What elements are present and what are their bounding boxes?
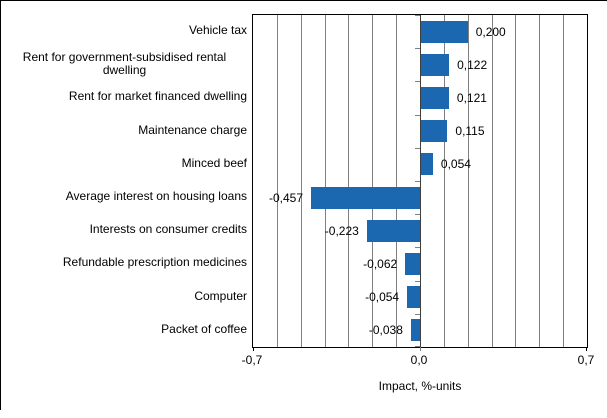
category-label-text: Rent for government-subsidised rental dw… — [22, 49, 227, 77]
bar-interests-on-consumer-credits — [366, 219, 420, 242]
bar-packet-of-coffee — [410, 319, 420, 342]
gridline — [372, 15, 373, 347]
x-tick-label: 0,7 — [577, 353, 595, 367]
bar-value-label: -0,062 — [363, 257, 398, 271]
category-label-text: Rent for market financed dwelling — [68, 89, 247, 104]
bar-value-label: 0,122 — [457, 57, 488, 72]
category-axis-tick — [415, 115, 420, 116]
zero-axis-line — [420, 15, 421, 347]
category-label: Minced beef — [2, 147, 247, 180]
bar-rent-for-market-financed-dwelling — [420, 87, 449, 109]
bar-computer — [407, 286, 420, 309]
category-label-text: Maintenance charge — [138, 122, 247, 137]
category-axis-tick — [415, 81, 420, 82]
image-border-top — [0, 0, 607, 1]
category-label: Interests on consumer credits — [2, 213, 247, 246]
gridline — [301, 15, 302, 347]
category-axis-tick — [415, 247, 420, 248]
x-axis-tick-mark — [253, 347, 254, 351]
category-label-text: Packet of coffee — [161, 321, 247, 336]
bar-value-label: -0,457 — [268, 190, 303, 205]
category-label: Packet of coffee — [2, 313, 247, 346]
plot-area: 0,200 0,122 0,121 0,115 0,054 -0,457 -0,223 -0,… — [252, 14, 588, 351]
category-label-text: Computer — [194, 288, 247, 303]
x-axis-title: Impact, %-units — [378, 379, 462, 393]
bar-minced-beef — [420, 153, 433, 176]
category-label: Maintenance charge — [2, 114, 247, 147]
bar-value-label: 0,115 — [455, 124, 485, 139]
gridline — [444, 15, 445, 347]
gridline — [396, 15, 397, 347]
category-label: Rent for market financed dwelling — [2, 80, 247, 113]
gridline — [348, 15, 349, 347]
image-border-left — [0, 0, 1, 410]
bar-refundable-prescription-medicines — [405, 253, 420, 275]
x-axis-tick-mark — [586, 347, 587, 351]
gridline — [277, 15, 278, 347]
bar-value-label: 0,200 — [475, 24, 506, 39]
bar-value-label: -0,038 — [368, 323, 403, 338]
category-label-text: Interests on consumer credits — [89, 222, 247, 237]
category-label: Refundable prescription medicines — [2, 246, 247, 279]
x-tick-label: 0,0 — [410, 353, 428, 367]
x-axis-tick-mark — [420, 347, 421, 351]
category-label: Rent for government-subsidised rental dw… — [2, 47, 247, 80]
category-label: Vehicle tax — [2, 14, 247, 47]
category-axis-tick — [415, 148, 420, 149]
bar-maintenance-charge — [420, 120, 448, 143]
bar-average-interest-on-housing-loans — [311, 186, 420, 209]
category-label-text: Vehicle tax — [188, 23, 247, 38]
bar-value-label: 0,121 — [456, 91, 487, 105]
gridline — [325, 15, 326, 347]
bar-value-label: 0,054 — [440, 157, 471, 172]
category-label-text: Minced beef — [181, 155, 247, 170]
category-axis-tick — [415, 214, 420, 215]
category-axis-tick — [415, 181, 420, 182]
category-axis-tick — [415, 346, 420, 347]
category-axis-tick — [415, 281, 420, 282]
category-label: Average interest on housing loans — [2, 180, 247, 213]
category-label-text: Refundable prescription medicines — [62, 255, 247, 270]
bar-rent-for-government-subsidised-rental-dwelling — [420, 53, 450, 76]
gridline — [539, 15, 540, 347]
bar-value-label: -0,223 — [324, 223, 359, 238]
gridline — [563, 15, 564, 347]
category-axis-labels: Vehicle tax Rent for government-subsidise… — [2, 14, 247, 346]
gridline — [515, 15, 516, 347]
gridline — [492, 15, 493, 347]
gridline — [468, 15, 469, 347]
bar-value-label: -0,054 — [365, 290, 400, 305]
category-label-text: Average interest on housing loans — [65, 189, 247, 204]
category-axis-tick — [415, 15, 420, 16]
bar-vehicle-tax — [420, 20, 468, 43]
category-axis-tick — [415, 48, 420, 49]
category-axis-tick — [415, 314, 420, 315]
category-label: Computer — [2, 280, 247, 313]
x-tick-label: -0,7 — [241, 353, 263, 367]
